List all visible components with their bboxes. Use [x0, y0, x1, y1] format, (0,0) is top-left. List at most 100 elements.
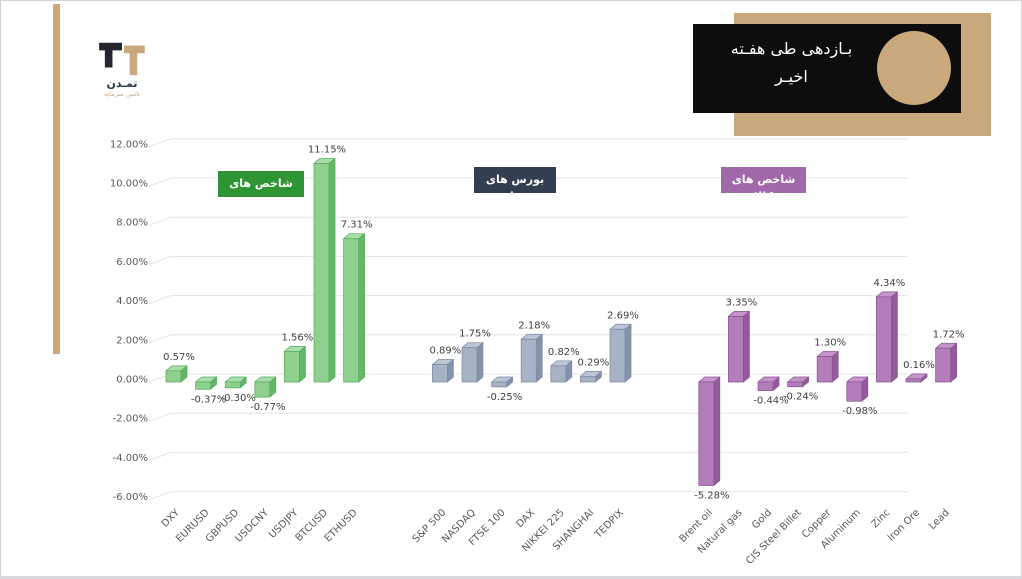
- x-axis-label: USDCNY: [233, 507, 271, 545]
- gridline: [148, 216, 908, 226]
- bar-FTSE 100: [491, 381, 507, 388]
- bar-side-face: [950, 342, 957, 383]
- y-axis-tick-label: 8.00%: [116, 218, 148, 229]
- bar-value-label: 1.30%: [814, 338, 846, 349]
- bar-value-label: 3.35%: [726, 297, 758, 308]
- left-gold-rule: [53, 4, 60, 354]
- bar-side-face: [358, 233, 365, 383]
- y-axis-tick-label: 0.00%: [116, 375, 148, 386]
- group-label-line2: جهان: [474, 188, 556, 193]
- bar-side-face: [624, 323, 632, 383]
- x-axis-label: Zinc: [870, 507, 893, 530]
- bar-value-label: 1.75%: [459, 329, 491, 340]
- bar-value-label: 4.34%: [874, 278, 906, 289]
- y-axis-tick-label: 4.00%: [116, 296, 148, 307]
- bar-NASDAQ: [461, 347, 478, 383]
- bar-Brent oil: [698, 381, 715, 486]
- bar-value-label: 1.72%: [933, 329, 965, 340]
- gridline: [148, 138, 908, 148]
- bar-value-label: -0.98%: [842, 406, 877, 417]
- bar-DXY: [165, 370, 182, 383]
- bar-Zinc: [876, 296, 892, 383]
- bar-BTCUSD: [313, 163, 330, 383]
- y-axis-tick-label: 10.00%: [110, 179, 148, 190]
- bar-side-face: [476, 342, 484, 383]
- brand-name: تمـدن: [106, 77, 138, 90]
- bar-Aluminum: [846, 381, 863, 402]
- x-axis-label: Iron Ore: [886, 507, 922, 543]
- bar-value-label: 2.69%: [607, 310, 639, 321]
- bar-value-label: 0.29%: [578, 357, 610, 368]
- bar-value-label: 0.57%: [163, 352, 195, 363]
- bar-value-label: -0.44%: [753, 396, 788, 407]
- bar-SHANGHAI: [580, 375, 596, 383]
- y-axis-tick-label: 12.00%: [110, 139, 148, 150]
- y-axis-tick-label: 2.00%: [116, 335, 148, 346]
- bar-DAX: [520, 338, 537, 383]
- y-axis-tick-label: -2.00%: [113, 414, 148, 425]
- page-title: بـازدهی طی هفـته اخیـر: [699, 35, 884, 91]
- x-axis-label: DXY: [160, 507, 183, 530]
- gridline: [148, 295, 908, 305]
- bar-Natural gas: [728, 315, 744, 383]
- bar-ETHUSD: [343, 238, 359, 383]
- bar-value-label: -0.77%: [250, 402, 285, 413]
- y-axis-tick-label: -4.00%: [113, 453, 148, 464]
- bar-side-face: [743, 310, 750, 383]
- bar-side-face: [891, 291, 898, 383]
- bar-Copper: [816, 356, 833, 383]
- bar-value-label: -0.24%: [783, 392, 818, 403]
- x-axis-label: TEDPIX: [592, 507, 626, 541]
- group-label-line1: شاخص های: [731, 173, 796, 186]
- gridline: [148, 412, 908, 422]
- bar-value-label: 0.82%: [548, 347, 580, 358]
- bar-side-face: [535, 333, 543, 383]
- bar-Gold: [757, 381, 774, 391]
- gridline: [148, 177, 908, 187]
- bar-value-label: -0.30%: [221, 393, 256, 404]
- brand-subtitle: تامین سرمایه: [103, 90, 141, 98]
- group-label-line1: بورس های: [485, 173, 545, 186]
- bar-GBPUSD: [224, 381, 241, 389]
- x-axis-label: Lead: [927, 507, 952, 532]
- gridline: [148, 334, 908, 344]
- bar-value-label: 0.89%: [430, 346, 462, 357]
- tamadon-logo: تمـدن تامین سرمایه: [94, 37, 150, 98]
- bar-USDJPY: [284, 351, 300, 383]
- group-label-world-exchanges: بورس های جهان: [474, 167, 556, 193]
- gridline: [148, 491, 908, 501]
- x-axis-label: Gold: [750, 507, 774, 531]
- gridline: [148, 255, 908, 265]
- group-label-line1: شاخص های: [229, 177, 293, 190]
- bar-Iron Ore: [905, 378, 922, 383]
- page-title-line1: بـازدهی طی هفـته: [730, 39, 853, 58]
- tamadon-logo-mark: [99, 42, 145, 76]
- group-label-currency-indices: شاخص های: [218, 171, 304, 197]
- page-title-line2: اخیـر: [775, 67, 808, 86]
- x-axis-label: ETHUSD: [323, 507, 360, 544]
- header-tan-circle: [877, 31, 951, 105]
- bar-S&P 500: [432, 364, 448, 383]
- bar-value-label: 0.16%: [903, 360, 935, 371]
- bar-value-label: 11.15%: [308, 145, 346, 156]
- group-label-line2: کالا: [721, 188, 806, 193]
- gridline: [148, 451, 908, 461]
- bar-value-label: -0.25%: [487, 392, 522, 403]
- bar-value-label: 7.31%: [341, 220, 373, 231]
- bar-TEDPIX: [609, 328, 626, 383]
- bar-side-face: [328, 158, 336, 383]
- bar-NIKKEI 225: [550, 365, 567, 383]
- y-axis-tick-label: -6.00%: [113, 492, 148, 503]
- x-axis-label: CIS Steel Billet: [744, 507, 804, 567]
- bar-USDCNY: [254, 381, 271, 398]
- y-axis-tick-label: 6.00%: [116, 257, 148, 268]
- group-label-commodity-indices: شاخص های کالا: [721, 167, 806, 193]
- bar-value-label: -5.28%: [694, 491, 729, 502]
- bar-EURUSD: [195, 381, 211, 390]
- bar-value-label: -0.37%: [191, 394, 226, 405]
- bar-value-label: 1.56%: [282, 332, 314, 343]
- bar-CIS Steel Billet: [787, 381, 803, 388]
- bar-side-face: [713, 376, 721, 486]
